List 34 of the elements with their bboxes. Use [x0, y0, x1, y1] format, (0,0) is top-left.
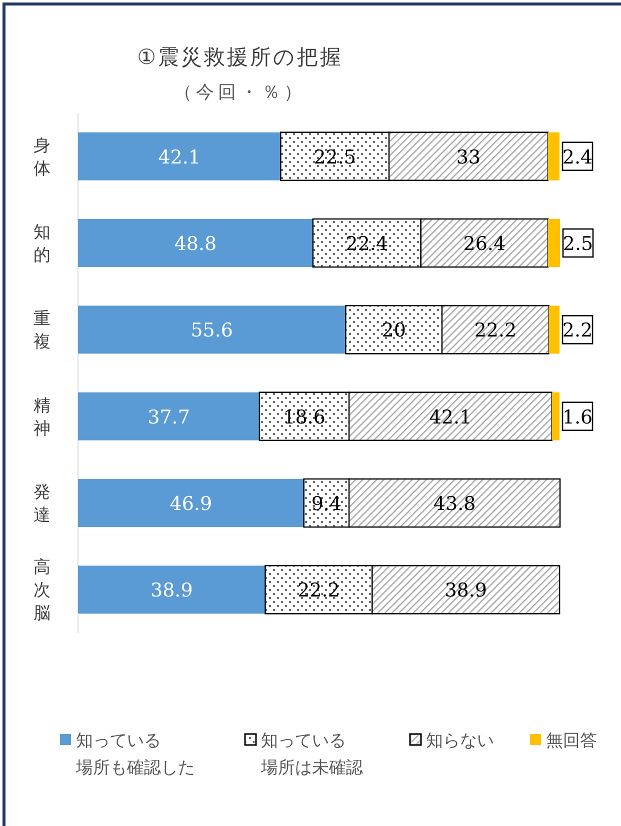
bar [548, 132, 560, 180]
chart-subtitle: （今回・％） [174, 82, 306, 103]
bar [548, 219, 560, 267]
data-label: 22.2 [474, 320, 517, 342]
y-tick-label: 高次脳 [34, 558, 50, 624]
legend-label: 知っている場所は未確認 [260, 731, 363, 778]
data-label: 43.8 [433, 493, 476, 515]
bar [548, 306, 560, 354]
data-label: 55.6 [190, 320, 234, 342]
legend-label: 無回答 [546, 731, 597, 751]
data-label: 2.2 [562, 320, 593, 342]
data-label: 2.4 [562, 146, 593, 168]
data-label: 48.8 [174, 233, 217, 255]
y-tick-label: 発達 [34, 482, 50, 526]
data-label: 20 [382, 320, 406, 342]
chart-title: ①震災救援所の把握 [137, 45, 343, 69]
data-label: 46.9 [170, 493, 212, 515]
y-tick-label: 精神 [34, 396, 50, 439]
data-label: 38.9 [150, 580, 193, 602]
bar [552, 392, 560, 440]
data-label: 26.4 [463, 233, 506, 255]
data-label: 38.9 [444, 580, 488, 602]
legend-label: 知っている場所も確認した [75, 731, 195, 778]
data-label: 22.4 [346, 233, 388, 255]
y-tick-label: 知的 [34, 222, 50, 266]
data-label: 42.1 [429, 406, 472, 428]
y-tick-label: 重複 [34, 309, 50, 352]
data-label: 33 [456, 146, 481, 168]
data-label: 1.6 [562, 406, 593, 428]
data-label: 37.7 [148, 406, 190, 428]
data-label: 2.5 [562, 233, 594, 255]
y-tick-label: 身体 [34, 136, 50, 179]
data-label: 42.1 [158, 146, 201, 168]
legend-label: 知らない [426, 731, 494, 751]
